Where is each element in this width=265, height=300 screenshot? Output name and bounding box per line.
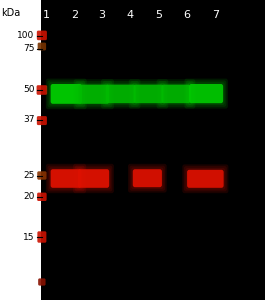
- FancyBboxPatch shape: [38, 278, 46, 286]
- FancyBboxPatch shape: [37, 171, 47, 180]
- Text: 3: 3: [99, 11, 105, 20]
- Text: 20: 20: [23, 192, 34, 201]
- Text: 6: 6: [183, 11, 190, 20]
- Text: kDa: kDa: [1, 8, 21, 17]
- FancyBboxPatch shape: [76, 167, 111, 190]
- FancyBboxPatch shape: [78, 169, 109, 188]
- FancyBboxPatch shape: [46, 164, 86, 193]
- FancyBboxPatch shape: [184, 166, 227, 191]
- FancyBboxPatch shape: [37, 231, 46, 243]
- FancyBboxPatch shape: [51, 169, 81, 188]
- Text: 4: 4: [126, 11, 133, 20]
- FancyBboxPatch shape: [133, 169, 162, 187]
- Text: 37: 37: [23, 116, 34, 124]
- FancyBboxPatch shape: [186, 80, 226, 107]
- FancyBboxPatch shape: [37, 116, 47, 125]
- Text: 1: 1: [43, 11, 50, 20]
- FancyBboxPatch shape: [129, 79, 168, 109]
- Bar: [0, 0, 41, 300]
- FancyBboxPatch shape: [47, 166, 85, 191]
- Text: 100: 100: [17, 32, 34, 40]
- FancyBboxPatch shape: [132, 83, 165, 105]
- FancyBboxPatch shape: [73, 164, 114, 193]
- Text: 50: 50: [23, 85, 34, 94]
- FancyBboxPatch shape: [160, 83, 192, 105]
- Text: 7: 7: [213, 11, 219, 20]
- FancyBboxPatch shape: [46, 79, 87, 109]
- Text: 25: 25: [23, 171, 34, 180]
- Text: 5: 5: [156, 11, 162, 20]
- FancyBboxPatch shape: [188, 82, 225, 105]
- FancyBboxPatch shape: [51, 84, 82, 104]
- FancyBboxPatch shape: [182, 164, 228, 193]
- FancyBboxPatch shape: [74, 79, 114, 109]
- FancyBboxPatch shape: [161, 85, 191, 103]
- FancyBboxPatch shape: [189, 84, 223, 103]
- FancyBboxPatch shape: [47, 80, 85, 107]
- Text: 2: 2: [71, 11, 78, 20]
- FancyBboxPatch shape: [157, 79, 195, 109]
- FancyBboxPatch shape: [37, 85, 47, 95]
- FancyBboxPatch shape: [128, 164, 167, 193]
- FancyBboxPatch shape: [187, 170, 224, 188]
- FancyBboxPatch shape: [103, 81, 139, 107]
- FancyBboxPatch shape: [104, 83, 137, 105]
- FancyBboxPatch shape: [75, 81, 112, 107]
- FancyBboxPatch shape: [130, 81, 167, 107]
- FancyBboxPatch shape: [130, 166, 165, 191]
- FancyBboxPatch shape: [37, 193, 47, 201]
- FancyBboxPatch shape: [101, 79, 140, 109]
- Text: 15: 15: [23, 232, 34, 242]
- FancyBboxPatch shape: [131, 167, 164, 189]
- Text: 75: 75: [23, 44, 34, 53]
- FancyBboxPatch shape: [75, 166, 112, 191]
- FancyBboxPatch shape: [37, 31, 47, 40]
- FancyBboxPatch shape: [49, 82, 83, 106]
- FancyBboxPatch shape: [49, 167, 83, 190]
- FancyBboxPatch shape: [77, 83, 111, 106]
- FancyBboxPatch shape: [38, 43, 46, 50]
- FancyBboxPatch shape: [184, 79, 228, 109]
- FancyBboxPatch shape: [78, 85, 109, 104]
- FancyBboxPatch shape: [186, 168, 225, 190]
- FancyBboxPatch shape: [158, 81, 194, 107]
- FancyBboxPatch shape: [134, 85, 164, 103]
- FancyBboxPatch shape: [106, 85, 136, 103]
